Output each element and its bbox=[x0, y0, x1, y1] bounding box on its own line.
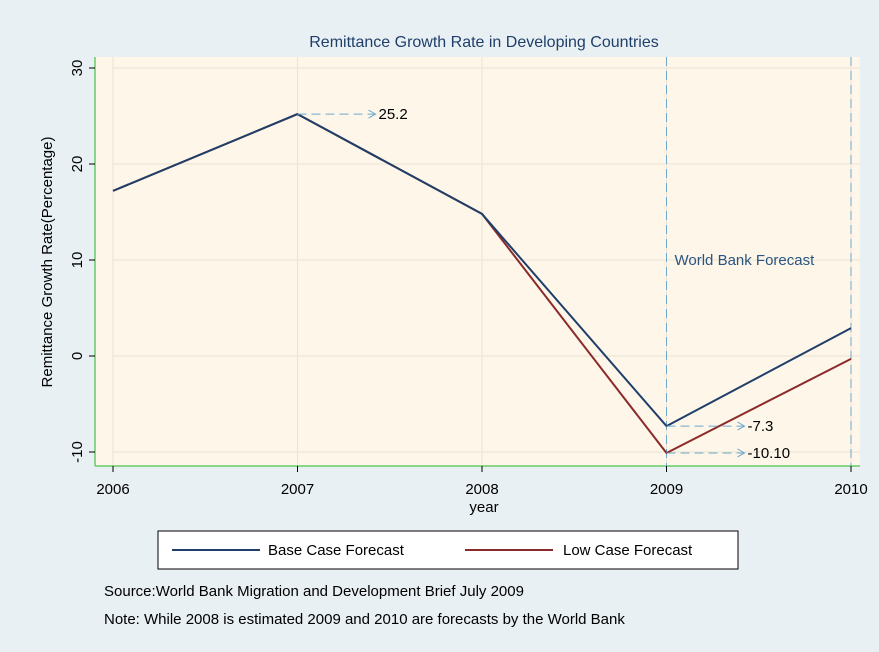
axis-layer: -10 0 10 20 30 2006 2007 2008 2009 2010 bbox=[69, 57, 868, 498]
data-label-1: -7.3 bbox=[748, 418, 774, 435]
grid-layer bbox=[112, 57, 860, 466]
annotation-arrow-1 bbox=[737, 421, 746, 431]
plot-background bbox=[95, 57, 860, 466]
chart-title: Remittance Growth Rate in Developing Cou… bbox=[309, 34, 659, 51]
legend: Base Case Forecast Low Case Forecast bbox=[157, 530, 739, 570]
series-line-base-case-forecast bbox=[112, 113, 852, 428]
x-tick-label-4: 2010 bbox=[834, 481, 867, 498]
legend-label-low-case: Low Case Forecast bbox=[563, 542, 693, 559]
forecast-layer: World Bank Forecast bbox=[666, 57, 852, 466]
x-tick-label-0: 2006 bbox=[96, 481, 129, 498]
data-label-0: 25.2 bbox=[379, 106, 408, 123]
x-axis-title: year bbox=[469, 499, 498, 516]
source-note: Source:World Bank Migration and Developm… bbox=[104, 583, 524, 600]
y-axis-title: Remittance Growth Rate(Percentage) bbox=[39, 137, 56, 388]
y-tick-label-2: 10 bbox=[69, 252, 86, 269]
forecast-label: World Bank Forecast bbox=[675, 252, 816, 269]
y-tick-label-3: 20 bbox=[69, 156, 86, 173]
legend-label-base-case: Base Case Forecast bbox=[268, 542, 405, 559]
y-tick-label-0: -10 bbox=[69, 441, 86, 463]
data-label-2: -10.10 bbox=[748, 445, 791, 462]
y-tick-label-4: 30 bbox=[69, 60, 86, 77]
annotation-layer: 25.2 -7.3 -10.10 bbox=[297, 106, 791, 462]
y-tick-label-1: 0 bbox=[69, 352, 86, 360]
series-layer bbox=[112, 113, 852, 454]
annotation-arrow-0 bbox=[368, 109, 377, 119]
estimate-note: Note: While 2008 is estimated 2009 and 2… bbox=[104, 611, 625, 628]
x-tick-label-3: 2009 bbox=[650, 481, 683, 498]
annotation-arrow-2 bbox=[737, 448, 746, 458]
x-tick-label-1: 2007 bbox=[281, 481, 314, 498]
x-tick-label-2: 2008 bbox=[465, 481, 498, 498]
